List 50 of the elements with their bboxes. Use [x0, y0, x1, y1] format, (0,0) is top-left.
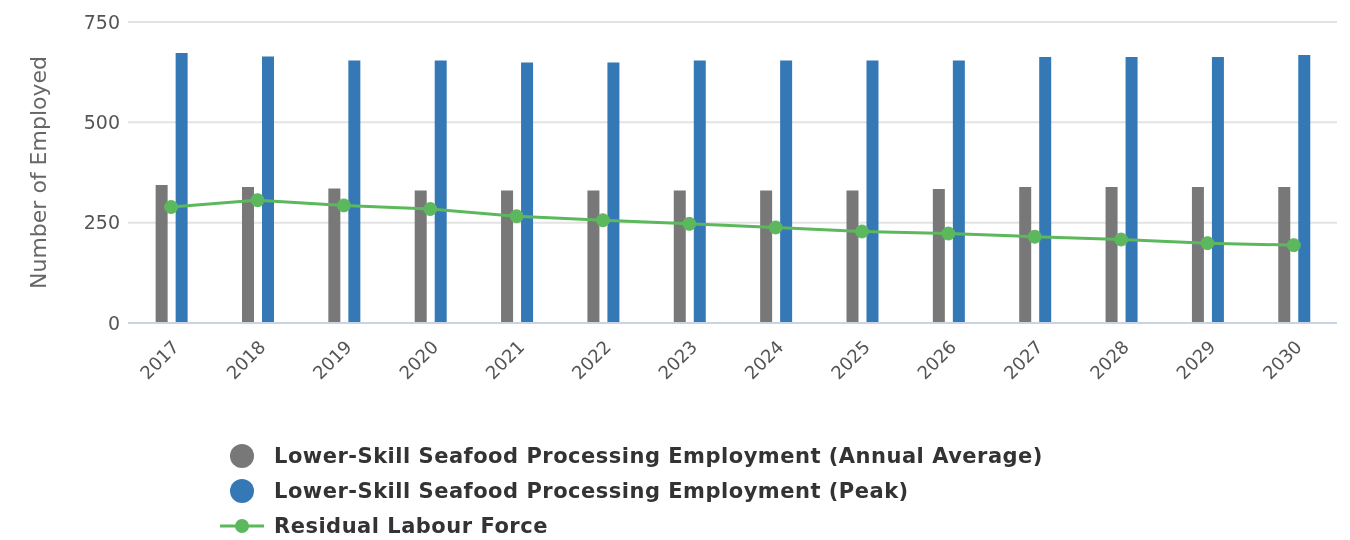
bar: [1105, 186, 1118, 323]
bar: [434, 60, 447, 323]
bar: [1039, 56, 1052, 323]
point: [595, 213, 610, 228]
bar: [1125, 56, 1138, 323]
bar: [866, 60, 879, 323]
bar: [1191, 186, 1204, 323]
point: [855, 224, 870, 239]
bar: [414, 190, 427, 323]
y-tick-label: 0: [107, 311, 120, 334]
point: [1286, 238, 1301, 253]
point: [1027, 229, 1042, 244]
point: [1200, 236, 1215, 251]
y-tick-label: 750: [83, 10, 120, 33]
point: [250, 193, 265, 208]
legend-label: Lower-Skill Seafood Processing Employment (Annual Average): [274, 443, 1043, 468]
bar: [1278, 186, 1291, 323]
bar: [1019, 186, 1032, 323]
legend-label: Lower-Skill Seafood Processing Employment (Peak): [274, 478, 909, 503]
point: [682, 216, 697, 231]
bar: [501, 190, 514, 323]
y-tick-label: 250: [83, 211, 120, 234]
point: [509, 209, 524, 224]
point: [336, 198, 351, 213]
y-tick-label: 500: [83, 111, 120, 134]
bar: [1298, 54, 1311, 323]
bar: [328, 188, 341, 323]
bar: [241, 186, 254, 323]
point: [164, 200, 179, 215]
bar: [693, 60, 706, 323]
y-axis-title: Number of Employed: [25, 56, 51, 289]
point: [1114, 232, 1129, 247]
bar: [348, 60, 361, 323]
point: [941, 226, 956, 241]
bar: [760, 190, 773, 323]
bar: [261, 56, 274, 323]
bar: [155, 184, 168, 323]
bar: [607, 62, 620, 323]
bar: [1211, 56, 1224, 323]
point: [423, 202, 438, 217]
bar: [521, 62, 534, 323]
bar: [932, 188, 945, 323]
legend-label: Residual Labour Force: [274, 513, 548, 538]
bar: [587, 190, 600, 323]
bar: [952, 60, 965, 323]
bar: [673, 190, 686, 323]
bar: [846, 190, 859, 323]
point: [768, 220, 783, 235]
bar: [780, 60, 793, 323]
bar: [175, 52, 188, 323]
